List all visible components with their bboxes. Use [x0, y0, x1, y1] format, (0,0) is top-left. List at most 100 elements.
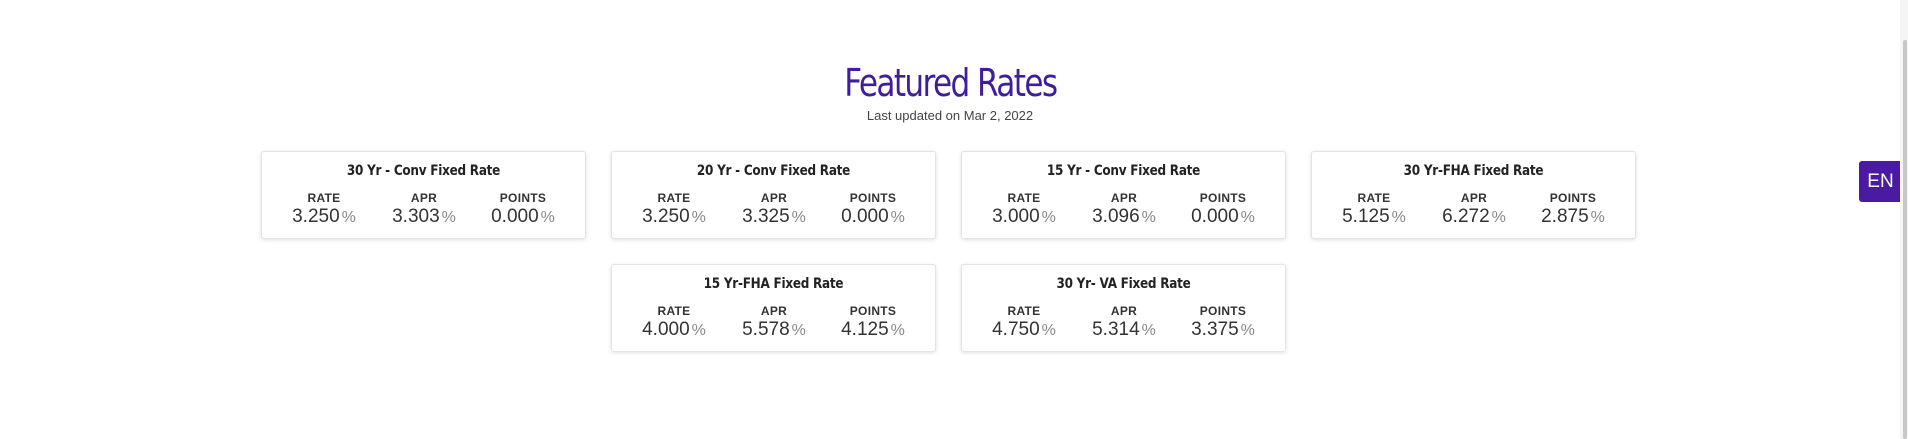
rate-number: 3.000 — [992, 206, 1040, 227]
rate-number: 4.000 — [642, 319, 690, 340]
apr-number: 6.272 — [1442, 206, 1490, 227]
points-number: 3.375 — [1191, 319, 1239, 340]
percent-sign: % — [1141, 322, 1156, 339]
points-label: POINTS — [499, 191, 547, 205]
apr-value: 5.314% — [1079, 319, 1169, 341]
rate-number: 4.750 — [992, 319, 1040, 340]
apr-label: APR — [760, 191, 788, 205]
last-updated-text: Last updated on Mar 2, 2022 — [866, 108, 1034, 123]
apr-number: 3.325 — [742, 206, 790, 227]
apr-value: 3.303% — [379, 206, 469, 228]
apr-number: 3.096 — [1092, 206, 1140, 227]
rate-metric: RATE 4.000% — [629, 304, 719, 341]
points-metric: POINTS 3.375% — [1178, 304, 1268, 341]
rate-metric: RATE 3.000% — [979, 191, 1069, 228]
percent-sign: % — [791, 322, 806, 339]
apr-label: APR — [410, 191, 438, 205]
rate-card-title: 15 Yr - Conv Fixed Rate — [1046, 163, 1201, 179]
apr-label: APR — [1110, 191, 1138, 205]
percent-sign: % — [1391, 209, 1406, 226]
rate-card: 30 Yr- VA Fixed Rate RATE 4.750% APR 5.3… — [961, 264, 1286, 352]
apr-metric: APR 5.578% — [729, 304, 819, 341]
percent-sign: % — [1240, 209, 1255, 226]
percent-sign: % — [1041, 209, 1056, 226]
apr-metric: APR 3.303% — [379, 191, 469, 228]
points-label: POINTS — [1199, 191, 1247, 205]
rate-card: 30 Yr - Conv Fixed Rate RATE 3.250% APR … — [261, 151, 586, 239]
apr-value: 6.272% — [1429, 206, 1519, 228]
points-value: 0.000% — [1178, 206, 1268, 228]
percent-sign: % — [540, 209, 555, 226]
page-title: Featured Rates — [843, 61, 1058, 105]
points-number: 0.000 — [1191, 206, 1239, 227]
percent-sign: % — [1041, 322, 1056, 339]
scrollbar[interactable] — [1900, 0, 1908, 439]
points-value: 4.125% — [828, 319, 918, 341]
apr-number: 3.303 — [392, 206, 440, 227]
apr-value: 5.578% — [729, 319, 819, 341]
apr-label: APR — [1110, 304, 1138, 318]
apr-value: 3.325% — [729, 206, 819, 228]
percent-sign: % — [341, 209, 356, 226]
percent-sign: % — [1491, 209, 1506, 226]
points-label: POINTS — [1549, 191, 1597, 205]
rate-label: RATE — [1357, 191, 1391, 205]
rate-value: 4.000% — [629, 319, 719, 341]
points-number: 2.875 — [1541, 206, 1589, 227]
percent-sign: % — [691, 322, 706, 339]
percent-sign: % — [1240, 322, 1255, 339]
rate-value: 5.125% — [1329, 206, 1419, 228]
rate-card: 30 Yr-FHA Fixed Rate RATE 5.125% APR 6.2… — [1311, 151, 1636, 239]
rate-card: 15 Yr - Conv Fixed Rate RATE 3.000% APR … — [961, 151, 1286, 239]
rate-value: 3.000% — [979, 206, 1069, 228]
points-metric: POINTS 0.000% — [828, 191, 918, 228]
rate-label: RATE — [1007, 191, 1041, 205]
rate-label: RATE — [657, 191, 691, 205]
percent-sign: % — [890, 322, 905, 339]
points-metric: POINTS 0.000% — [1178, 191, 1268, 228]
percent-sign: % — [791, 209, 806, 226]
apr-metric: APR 5.314% — [1079, 304, 1169, 341]
points-metric: POINTS 2.875% — [1528, 191, 1618, 228]
rate-card: 15 Yr-FHA Fixed Rate RATE 4.000% APR 5.5… — [611, 264, 936, 352]
percent-sign: % — [441, 209, 456, 226]
apr-value: 3.096% — [1079, 206, 1169, 228]
rate-label: RATE — [307, 191, 341, 205]
rate-value: 4.750% — [979, 319, 1069, 341]
points-number: 4.125 — [841, 319, 889, 340]
rate-number: 3.250 — [642, 206, 690, 227]
points-label: POINTS — [1199, 304, 1247, 318]
rate-metric: RATE 5.125% — [1329, 191, 1419, 228]
language-button[interactable]: EN — [1859, 161, 1902, 202]
rate-label: RATE — [657, 304, 691, 318]
rate-metric: RATE 3.250% — [629, 191, 719, 228]
points-number: 0.000 — [491, 206, 539, 227]
apr-metric: APR 3.096% — [1079, 191, 1169, 228]
rate-metric: RATE 4.750% — [979, 304, 1069, 341]
apr-metric: APR 3.325% — [729, 191, 819, 228]
rates-heading: Featured Rates Last updated on Mar 2, 20… — [0, 58, 1900, 123]
rate-number: 3.250 — [292, 206, 340, 227]
apr-number: 5.578 — [742, 319, 790, 340]
points-value: 0.000% — [478, 206, 568, 228]
rate-value: 3.250% — [629, 206, 719, 228]
points-value: 0.000% — [828, 206, 918, 228]
percent-sign: % — [890, 209, 905, 226]
percent-sign: % — [691, 209, 706, 226]
apr-label: APR — [1460, 191, 1488, 205]
apr-number: 5.314 — [1092, 319, 1140, 340]
points-label: POINTS — [849, 191, 897, 205]
points-metric: POINTS 0.000% — [478, 191, 568, 228]
rate-card-title: 20 Yr - Conv Fixed Rate — [696, 163, 851, 179]
points-value: 3.375% — [1178, 319, 1268, 341]
rate-card-title: 30 Yr-FHA Fixed Rate — [1403, 163, 1544, 179]
apr-label: APR — [760, 304, 788, 318]
percent-sign: % — [1141, 209, 1156, 226]
points-number: 0.000 — [841, 206, 889, 227]
points-label: POINTS — [849, 304, 897, 318]
percent-sign: % — [1590, 209, 1605, 226]
scrollbar-thumb[interactable] — [1903, 40, 1907, 439]
rate-value: 3.250% — [279, 206, 369, 228]
rate-card-title: 30 Yr- VA Fixed Rate — [1056, 276, 1191, 292]
